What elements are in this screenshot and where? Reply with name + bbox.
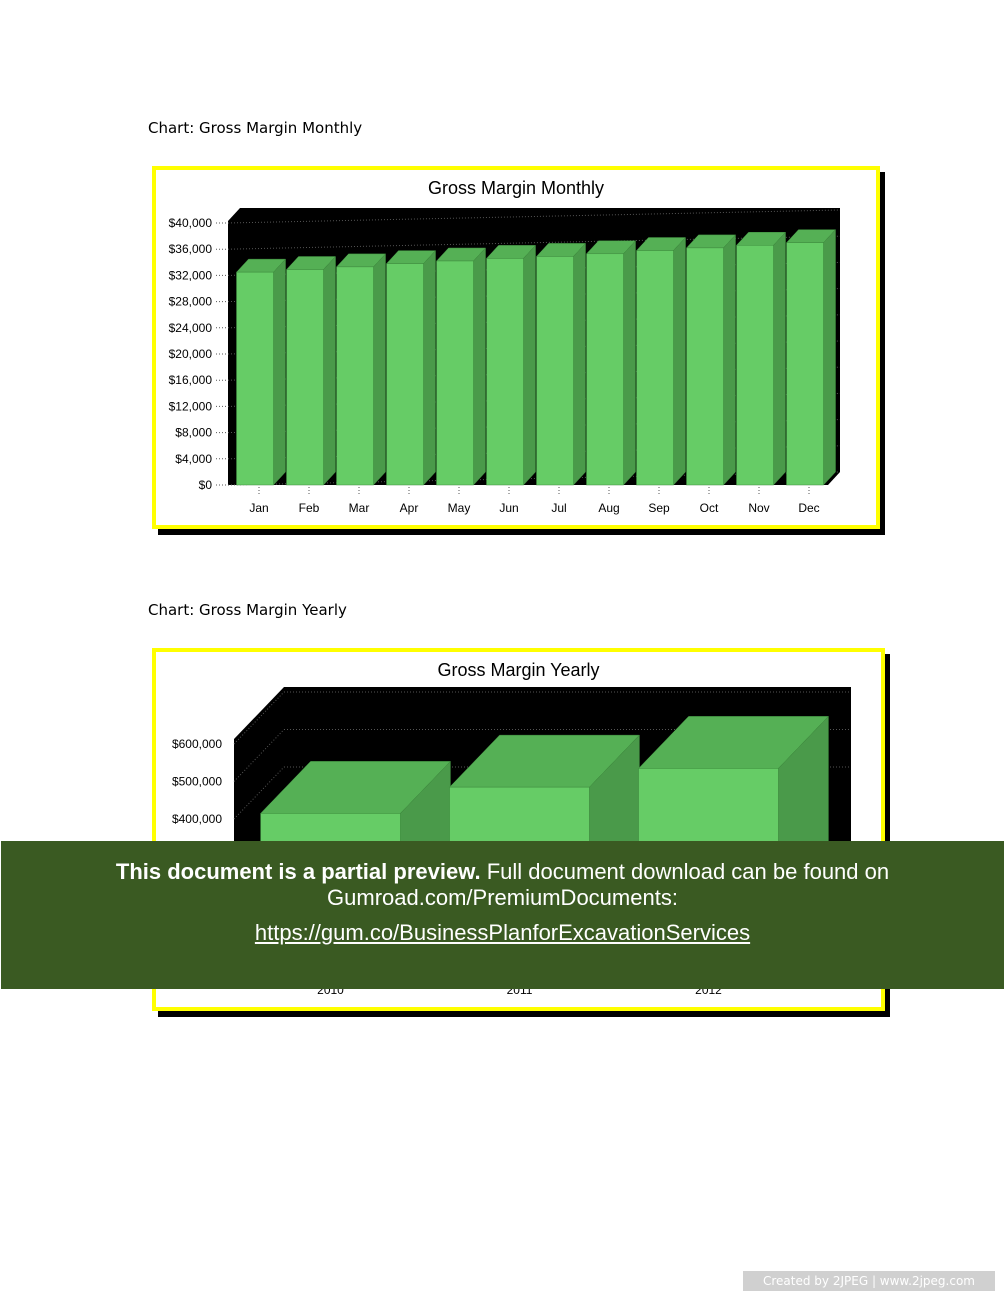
y-tick-label: $16,000 [169, 373, 213, 387]
y-tick-label: $600,000 [172, 737, 222, 751]
x-tick-label: Oct [700, 501, 719, 515]
x-tick-label: Feb [299, 501, 320, 515]
grid-line [233, 729, 285, 782]
grid-line [227, 235, 841, 250]
y-tick-label: $12,000 [169, 399, 213, 413]
bar-side [323, 255, 336, 486]
bar-side [823, 229, 836, 486]
monthly-chart-frame: Gross Margin Monthly Jan Feb Mar Apr May Jun J… [152, 166, 880, 529]
x-tick-label: Jul [551, 501, 566, 515]
y-tick-label: $500,000 [172, 775, 222, 789]
bar-side [373, 253, 386, 486]
y-tick-label: $32,000 [169, 268, 213, 282]
bar [386, 263, 424, 486]
bar [636, 250, 674, 486]
bar [336, 266, 374, 486]
bar-side [623, 240, 636, 486]
y-tick-label: $0 [199, 478, 213, 492]
preview-message: This document is a partial preview. Full… [1, 859, 1004, 911]
x-tick-label: Jan [249, 501, 268, 515]
x-tick-label: Nov [748, 501, 769, 515]
monthly-bar-chart: Jan Feb Mar Apr May Jun Jul Aug Sep Oct Nov Dec $0 $4… [169, 208, 841, 515]
bar [786, 242, 824, 486]
x-tick-label: May [448, 501, 471, 515]
bar [286, 269, 324, 486]
bar [586, 253, 624, 486]
bar-side [423, 249, 436, 486]
x-tick-label: Aug [598, 501, 619, 515]
y-tick-label: $24,000 [169, 321, 213, 335]
y-tick-label: $20,000 [169, 347, 213, 361]
preview-text: Full document download can be found on [480, 859, 890, 884]
bar-side [523, 244, 536, 486]
bar [236, 271, 274, 486]
x-tick-label: Apr [400, 501, 419, 515]
bar-side [273, 258, 286, 486]
caption-yearly: Chart: Gross Margin Yearly [148, 601, 347, 619]
watermark: Created by 2JPEG | www.2jpeg.com [743, 1271, 995, 1291]
chart-title: Gross Margin Yearly [437, 660, 600, 680]
bar [436, 260, 474, 486]
bar [736, 245, 774, 486]
preview-banner: This document is a partial preview. Full… [1, 841, 1004, 989]
y-tick-label: $36,000 [169, 242, 213, 256]
grid-line [233, 766, 285, 820]
y-tick-label: $28,000 [169, 295, 213, 309]
y-tick-label: $8,000 [175, 426, 212, 440]
x-tick-label: Mar [349, 501, 370, 515]
grid-line [233, 691, 285, 745]
preview-line2: Gumroad.com/PremiumDocuments: [327, 885, 678, 910]
download-link[interactable]: https://gum.co/BusinessPlanforExcavation… [254, 920, 751, 945]
bar [686, 247, 724, 486]
x-tick-label: Jun [499, 501, 518, 515]
bar-side [773, 231, 786, 486]
bar [486, 258, 524, 486]
chart-title: Gross Margin Monthly [427, 178, 605, 198]
bar-side [473, 247, 486, 486]
y-tick-label: $40,000 [169, 216, 213, 230]
bar-side [723, 234, 736, 486]
preview-bold: This document is a partial preview. [115, 859, 481, 884]
yearly-chart-frame: Gross Margin Yearly $400,000 $500,000 $600… [152, 648, 885, 1011]
x-tick-label: Sep [648, 501, 670, 515]
grid-line [227, 209, 841, 224]
bar [536, 256, 574, 486]
bar-side [673, 236, 686, 486]
x-tick-label: Dec [798, 501, 819, 515]
y-tick-label: $4,000 [175, 452, 212, 466]
y-tick-label: $400,000 [172, 812, 222, 826]
caption-monthly: Chart: Gross Margin Monthly [148, 119, 363, 137]
bar-side [573, 242, 586, 486]
